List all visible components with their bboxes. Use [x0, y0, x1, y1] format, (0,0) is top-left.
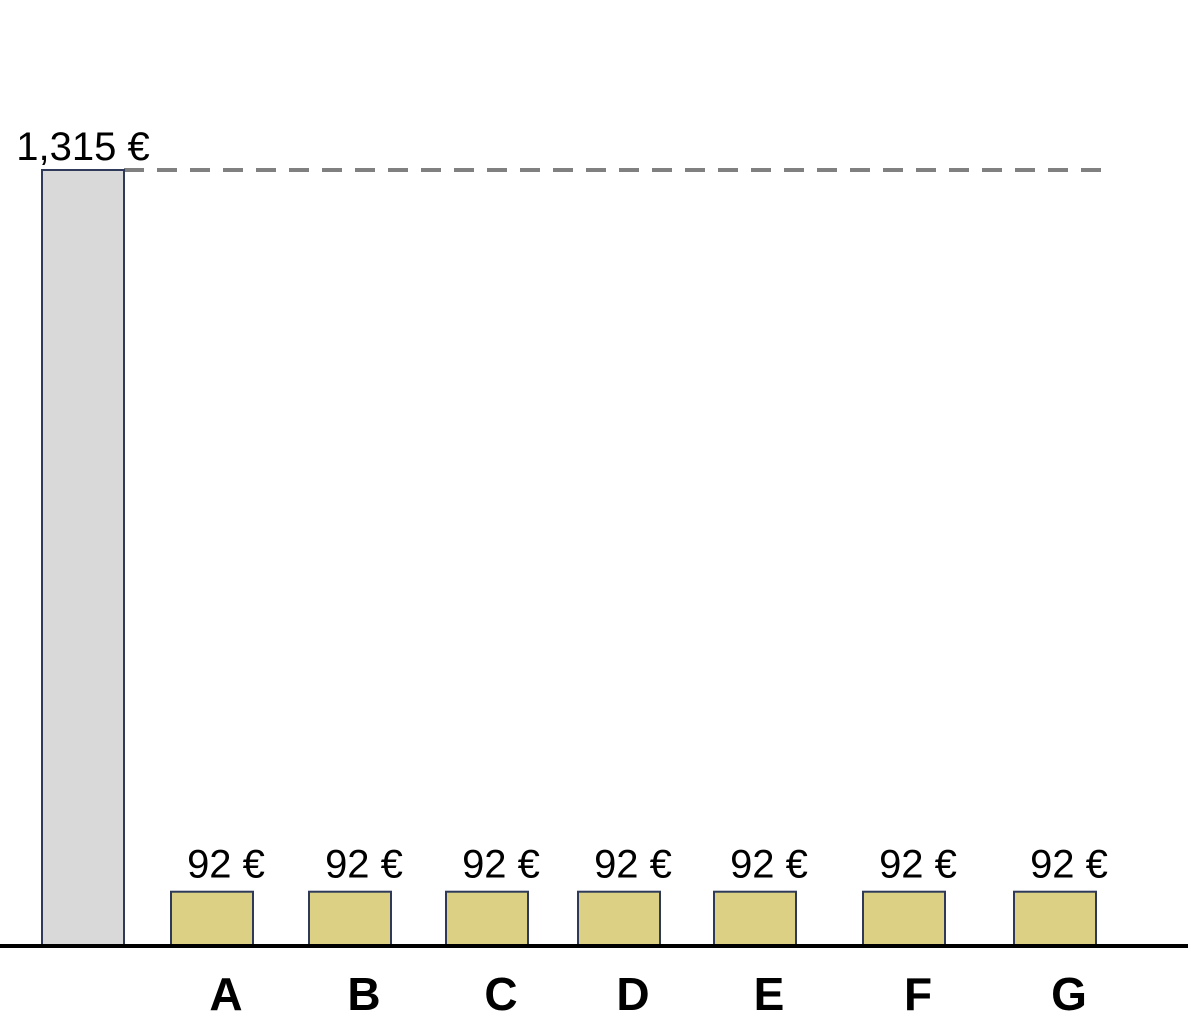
value-label-g: 92 €: [1030, 843, 1108, 887]
category-label-f: F: [904, 968, 932, 1020]
bar-b: [308, 890, 392, 948]
bar-c: [445, 890, 529, 948]
bar-f: [862, 890, 946, 948]
category-label-e: E: [754, 968, 785, 1020]
value-label-a: 92 €: [187, 843, 265, 887]
value-label-b: 92 €: [325, 843, 403, 887]
category-label-b: B: [347, 968, 380, 1020]
category-label-d: D: [616, 968, 649, 1020]
bar-e: [713, 890, 797, 948]
category-label-g: G: [1051, 968, 1087, 1020]
category-label-c: C: [484, 968, 517, 1020]
bar-d: [577, 890, 661, 948]
bars-layer: 1,315 € 92 € A 92 € B 92 € C 92 € D 92 € E 92 € F 92 …: [16, 125, 1108, 1020]
total-bar: [41, 169, 125, 947]
value-label-f: 92 €: [879, 843, 957, 887]
value-label-c: 92 €: [462, 843, 540, 887]
bar-a: [170, 890, 254, 948]
value-label-d: 92 €: [594, 843, 672, 887]
total-value-label: 1,315 €: [16, 125, 149, 169]
value-label-e: 92 €: [730, 843, 808, 887]
bar-g: [1013, 890, 1097, 948]
category-label-a: A: [209, 968, 242, 1020]
